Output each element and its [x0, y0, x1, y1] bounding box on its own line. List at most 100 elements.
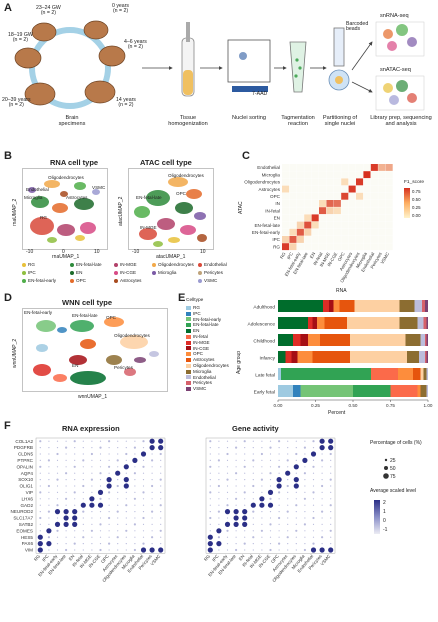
- legend-label: IN-CGE: [193, 345, 210, 351]
- dotplot-dot: [312, 479, 315, 481]
- dotplot-dot: [235, 466, 237, 468]
- dotplot-dot: [65, 536, 67, 538]
- dotplot-dot: [134, 491, 136, 493]
- dotplot-dot: [226, 498, 229, 500]
- stack-segment: [390, 385, 418, 397]
- dotplot-gene-label: SATB2: [19, 522, 34, 527]
- heatmap-cell: [356, 200, 364, 207]
- legend-swatch: [186, 369, 191, 374]
- dotplot-dot: [260, 529, 263, 532]
- dotplot-gene-label: EOMES: [16, 528, 33, 533]
- dotplot-dot: [328, 438, 334, 444]
- dotplot-gene-label: SOX10: [18, 477, 33, 482]
- stack-segment: [339, 300, 355, 312]
- dotplot-dot: [142, 491, 145, 494]
- dotplot-dot: [65, 466, 67, 468]
- dotplot-dot: [133, 548, 136, 552]
- heatmap-cell: [370, 221, 378, 229]
- dotplot-dot: [235, 530, 237, 532]
- heatmap-cell: [289, 164, 297, 171]
- dotplot-dot: [261, 459, 263, 461]
- heatmap-cell: [296, 192, 304, 200]
- dotplot-dot: [125, 459, 127, 461]
- heatmap-cell: [333, 207, 341, 215]
- legend-item-en-fetal-early: EN-fetal-early: [22, 278, 56, 283]
- legend-item-endothelial: Endothelial: [198, 262, 227, 267]
- dotplot-gene-label: PDGFRB: [14, 445, 33, 450]
- atac-y-label: atacUMAP_2: [118, 196, 124, 226]
- heatmap-cell: [289, 207, 297, 215]
- dotplot-dot: [261, 536, 263, 538]
- dotplot-dot: [74, 479, 76, 481]
- dotplot-dot: [252, 453, 254, 455]
- dotplot-dot: [312, 542, 315, 545]
- heatmap-row-label: Oligodendrocytes: [244, 180, 280, 185]
- dotplot-dot: [117, 447, 119, 449]
- legend-swatch: [186, 311, 191, 316]
- age-group-label: Late fetal: [255, 372, 275, 378]
- dotplot-dot: [261, 523, 263, 525]
- heatmap-cell: [311, 200, 319, 207]
- dotplot-dot: [99, 530, 102, 532]
- dotplot-dot: [99, 511, 102, 513]
- heatmap-row-label: EN-fetal-late: [254, 223, 280, 228]
- dotplot-dot: [242, 521, 248, 527]
- dotplot-dot: [125, 452, 128, 456]
- dotplot-dot: [142, 516, 145, 520]
- celltype-legend: RG IPC EN-fetal-early EN-fetal-late EN IN-fet…: [186, 305, 234, 395]
- dotplot-celltype-label: OPC: [270, 554, 280, 565]
- legend-item-astrocytes: Astrocytes: [114, 278, 141, 283]
- dotplot-dot: [160, 491, 162, 493]
- dotplot-dot: [56, 498, 59, 500]
- dotplot-dot: [252, 440, 254, 442]
- dotplot-dot: [39, 453, 41, 455]
- stack-segment: [420, 368, 424, 380]
- dotplot-dot: [295, 440, 297, 442]
- dotplot-dot: [91, 549, 93, 551]
- snrna-label: snRNA-seq: [380, 13, 409, 19]
- stack-segment: [371, 368, 398, 380]
- dotplot-dot: [259, 496, 265, 502]
- dotplot-dot: [312, 491, 315, 494]
- stack-segment: [423, 368, 427, 380]
- dotplot-dot: [235, 472, 238, 475]
- rna-x-label: rnaUMAP_1: [52, 254, 80, 260]
- heatmap-cell: [385, 221, 393, 229]
- dotplot-dot: [54, 509, 61, 515]
- legend-label: VSMC: [193, 386, 207, 392]
- celltype-legend-item: Oligodendrocytes: [186, 363, 229, 368]
- heatmap-legend-tick-3: 0.25: [412, 205, 421, 210]
- heatmap-cell: [304, 192, 312, 200]
- dotplot-dot: [142, 523, 145, 525]
- heatmap-cell: [311, 214, 319, 222]
- age-group-5: 20–39 years (n = 2): [2, 97, 31, 109]
- dotplot-dot: [97, 489, 104, 495]
- dotplot-dot: [226, 517, 229, 519]
- dotplot-dot: [216, 541, 222, 547]
- age-group-4: 4–6 years (n = 2): [124, 39, 147, 51]
- dotplot-dot: [99, 548, 102, 552]
- stack-segment: [353, 385, 391, 397]
- heatmap-cell: [363, 221, 371, 229]
- dotplot-dot: [330, 472, 332, 474]
- heatmap-colorbar: [404, 188, 410, 218]
- dotplot-dot: [287, 466, 289, 468]
- dotplot-dot: [73, 465, 76, 468]
- dotplot-dot: [330, 498, 332, 500]
- celltype-legend-item: EN: [186, 328, 199, 333]
- dotplot-dot: [312, 530, 315, 532]
- wnn-cluster-oligodendrocytes: Oligodendrocytes: [114, 333, 150, 338]
- dotplot-dot: [261, 485, 263, 487]
- dotplot-dot: [287, 447, 289, 449]
- pct-tick-50: 50: [390, 466, 396, 472]
- heatmap-row-label: EN-fetal-early: [252, 230, 281, 235]
- stack-segment: [399, 317, 418, 329]
- heatmap-row-label: IPC: [272, 237, 280, 242]
- rna-cluster-vsmc: VSMC: [92, 185, 106, 190]
- dotplot-dot: [304, 485, 306, 487]
- dotplot-dot: [160, 517, 162, 519]
- legend-item-oligodendrocytes: Oligodendrocytes: [152, 262, 194, 267]
- dotplot-dot: [278, 465, 281, 468]
- dotplot-frame: [35, 437, 166, 554]
- legend-swatch: [186, 323, 191, 328]
